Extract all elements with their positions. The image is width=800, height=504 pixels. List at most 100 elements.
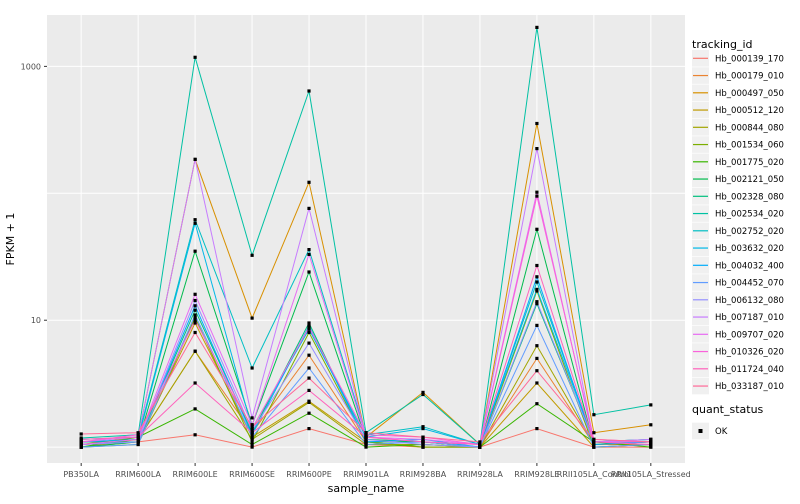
legend-item: Hb_002534_020 [692, 205, 784, 222]
legend-item: Hb_001775_020 [692, 153, 784, 171]
x-tick-label: RRIM928BA [400, 470, 447, 479]
x-tick-label: RRII105LA_Control [557, 470, 631, 479]
data-point [193, 221, 197, 225]
data-point [592, 442, 596, 447]
data-point [250, 431, 254, 435]
data-point [421, 442, 425, 447]
legend-item: Hb_006132_080 [692, 291, 784, 309]
data-point [136, 440, 140, 444]
y-tick-label: 1000 [21, 62, 41, 71]
data-point [592, 431, 596, 435]
data-point [535, 302, 539, 306]
legend-item: Hb_004452_070 [692, 274, 784, 291]
legend-tracking-id: tracking_id Hb_000139_170 Hb_000179_010 Hb_… [692, 38, 784, 395]
data-point [136, 435, 140, 439]
legend-item: Hb_000139_170 [692, 50, 784, 67]
data-point [364, 433, 368, 437]
legend-label: Hb_000497_050 [715, 89, 784, 99]
data-point [193, 407, 197, 411]
data-point [250, 423, 254, 427]
legend-label: Hb_006132_080 [715, 296, 784, 306]
data-point [421, 435, 425, 439]
data-point [193, 308, 197, 312]
y-axis-title: FPKM + 1 [4, 213, 17, 266]
legend-item: Hb_002752_020 [692, 222, 784, 240]
data-point [535, 356, 539, 360]
x-tick-label: RRIM928LE [514, 470, 559, 479]
data-point [193, 330, 197, 335]
x-tick-label: RRII105LA_Stressed [611, 470, 691, 479]
data-point [193, 313, 197, 317]
data-point [193, 249, 197, 253]
legend-item: Hb_000844_080 [692, 119, 784, 136]
x-tick-label: PB350LA [63, 470, 99, 479]
data-point [421, 437, 425, 441]
data-point [649, 445, 653, 449]
data-point [478, 440, 482, 444]
data-point [421, 425, 425, 429]
data-point [649, 442, 653, 447]
data-point [136, 442, 140, 447]
data-point [193, 157, 197, 161]
data-point [535, 147, 539, 151]
data-point [535, 280, 539, 284]
legend-label: Hb_010326_020 [715, 348, 784, 358]
data-point [250, 253, 254, 257]
legend-label: Hb_002534_020 [715, 210, 784, 220]
legend-item: Hb_009707_020 [692, 326, 784, 343]
data-point [193, 381, 197, 385]
data-point [307, 353, 311, 357]
data-point [535, 344, 539, 348]
data-point [250, 316, 254, 320]
data-point [250, 427, 254, 431]
data-point [307, 321, 311, 325]
data-point [307, 325, 311, 329]
data-point [307, 270, 311, 274]
data-point [364, 440, 368, 444]
x-axis-title: sample_name [328, 482, 405, 495]
data-point [592, 437, 596, 441]
data-point [592, 413, 596, 417]
legend-label: Hb_011724_040 [715, 365, 784, 375]
data-point [193, 349, 197, 353]
data-points [79, 25, 653, 449]
data-point [250, 429, 254, 433]
legend-item: Hb_002328_080 [692, 188, 784, 205]
data-point [592, 440, 596, 444]
data-point [136, 431, 140, 435]
data-point [79, 432, 83, 436]
data-point [307, 400, 311, 404]
data-point [193, 55, 197, 59]
legend-item: Hb_004032_400 [692, 257, 784, 274]
data-point [307, 341, 311, 345]
data-point [307, 330, 311, 335]
data-point [649, 423, 653, 427]
data-point [193, 315, 197, 320]
data-point [250, 440, 254, 444]
axis-ticks [44, 65, 652, 466]
legend-label: Hb_002752_020 [715, 227, 784, 237]
legend-label: Hb_000512_120 [715, 106, 784, 116]
x-tick-label: RRIM600SE [229, 470, 275, 479]
data-point [478, 442, 482, 447]
data-point [307, 89, 311, 93]
data-point [649, 440, 653, 444]
data-point [364, 431, 368, 435]
data-point [535, 381, 539, 385]
legend-label: Hb_033187_010 [715, 382, 784, 392]
data-point [535, 287, 539, 291]
legend-title: tracking_id [692, 38, 753, 51]
data-point [193, 433, 197, 437]
quant-point-icon [698, 429, 703, 433]
x-tick-label: RRIM901LA [343, 470, 389, 479]
legend-item: Hb_002121_050 [692, 170, 784, 188]
data-point [421, 440, 425, 444]
data-point [364, 442, 368, 447]
data-point [79, 437, 83, 441]
data-point [364, 435, 368, 439]
legend-item: Hb_011724_040 [692, 360, 784, 378]
data-point [136, 433, 140, 437]
data-point [535, 402, 539, 406]
x-tick-label: RRIM600LA [115, 470, 161, 479]
